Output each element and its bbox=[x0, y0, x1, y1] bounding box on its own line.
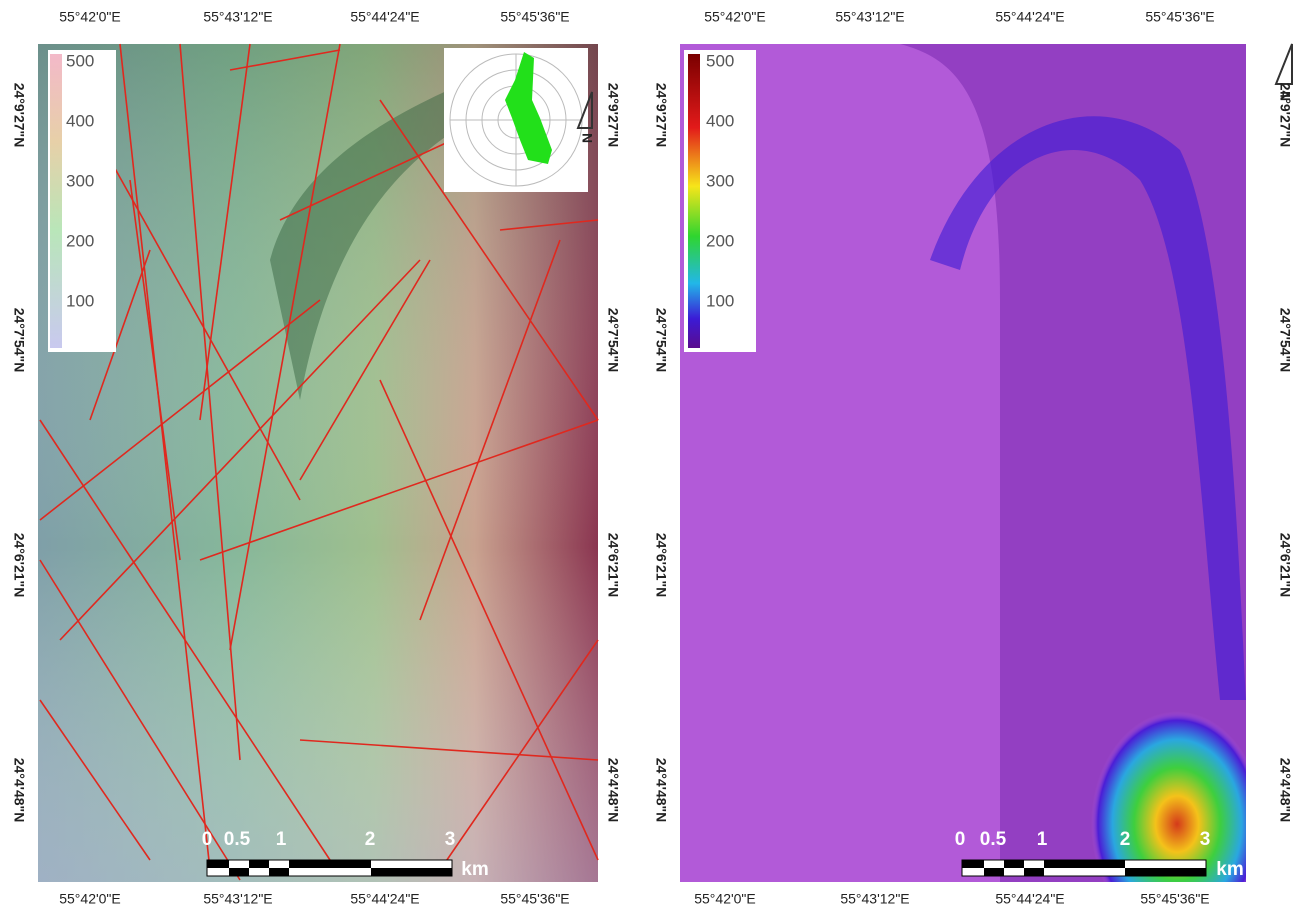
legend-tick-label: 100 bbox=[66, 291, 94, 310]
legend-tick-label: 400 bbox=[66, 111, 94, 130]
scale-label: 1 bbox=[1037, 829, 1048, 850]
north-label: N bbox=[1277, 91, 1293, 101]
x-label-bottom: 55°43'12"E bbox=[203, 891, 272, 907]
y-label-left: 24°9'27"N bbox=[11, 83, 27, 148]
x-label-top: 55°43'12"E bbox=[203, 9, 272, 25]
legend-tick-label: 400 bbox=[706, 111, 734, 130]
north-arrow bbox=[576, 91, 593, 129]
legend-ramp bbox=[50, 54, 62, 348]
scale-bar bbox=[961, 859, 1207, 877]
legend-tick-label: 300 bbox=[706, 171, 734, 190]
legend-tick-label: 200 bbox=[706, 231, 734, 250]
x-label-bottom: 55°43'12"E bbox=[840, 891, 909, 907]
scale-bar bbox=[206, 859, 453, 877]
y-label-right: 24°4'48"N bbox=[605, 758, 621, 823]
legend-tick-label: 500 bbox=[706, 51, 734, 70]
y-label-right: 24°7'54"N bbox=[605, 308, 621, 373]
scale-label: 3 bbox=[1200, 829, 1211, 850]
north-label: N bbox=[579, 133, 595, 143]
scale-label: 2 bbox=[365, 829, 376, 850]
y-label-left: 24°4'48"N bbox=[11, 758, 27, 823]
x-label-bottom: 55°42'0"E bbox=[694, 891, 756, 907]
scale-label: 0 bbox=[955, 829, 966, 850]
legend-tick-label: 200 bbox=[66, 231, 94, 250]
x-label-top: 55°44'24"E bbox=[995, 9, 1064, 25]
legend-ramp bbox=[688, 54, 700, 348]
anomaly bbox=[1000, 560, 1246, 882]
x-label-bottom: 55°45'36"E bbox=[500, 891, 569, 907]
y-label-right: 24°6'21"N bbox=[605, 533, 621, 598]
y-label-right: 24°4'48"N bbox=[1277, 758, 1293, 823]
x-label-top: 55°42'0"E bbox=[59, 9, 121, 25]
x-label-bottom: 55°44'24"E bbox=[995, 891, 1064, 907]
rose-petals bbox=[505, 52, 552, 164]
scale-label: 1 bbox=[276, 829, 287, 850]
y-label-left: 24°7'54"N bbox=[11, 308, 27, 373]
x-label-top: 55°43'12"E bbox=[835, 9, 904, 25]
y-label-right: 24°9'27"N bbox=[605, 83, 621, 148]
y-label-left: 24°4'48"N bbox=[653, 758, 669, 823]
x-label-bottom: 55°45'36"E bbox=[1140, 891, 1209, 907]
y-label-left: 24°6'21"N bbox=[11, 533, 27, 598]
x-label-top: 55°45'36"E bbox=[500, 9, 569, 25]
y-label-right: 24°9'27"N bbox=[1277, 83, 1293, 148]
y-label-left: 24°6'21"N bbox=[653, 533, 669, 598]
ridge bbox=[270, 60, 560, 400]
scale-label: 3 bbox=[445, 829, 456, 850]
x-label-top: 55°42'0"E bbox=[704, 9, 766, 25]
x-label-bottom: 55°42'0"E bbox=[59, 891, 121, 907]
scale-unit: km bbox=[461, 859, 488, 880]
scale-label: 2 bbox=[1120, 829, 1131, 850]
y-label-left: 24°9'27"N bbox=[653, 83, 669, 148]
x-label-top: 55°45'36"E bbox=[1145, 9, 1214, 25]
scale-label: 0.5 bbox=[224, 829, 251, 850]
legend-tick-label: 300 bbox=[66, 171, 94, 190]
y-label-left: 24°7'54"N bbox=[653, 308, 669, 373]
scale-label: 0.5 bbox=[980, 829, 1007, 850]
legend-tick-label: 500 bbox=[66, 51, 94, 70]
x-label-bottom: 55°44'24"E bbox=[350, 891, 419, 907]
scale-unit: km bbox=[1216, 859, 1243, 880]
x-label-top: 55°44'24"E bbox=[350, 9, 419, 25]
north-arrow bbox=[1274, 43, 1293, 85]
y-label-right: 24°7'54"N bbox=[1277, 308, 1293, 373]
scale-label: 0 bbox=[202, 829, 213, 850]
legend-tick-label: 100 bbox=[706, 291, 734, 310]
y-label-right: 24°6'21"N bbox=[1277, 533, 1293, 598]
